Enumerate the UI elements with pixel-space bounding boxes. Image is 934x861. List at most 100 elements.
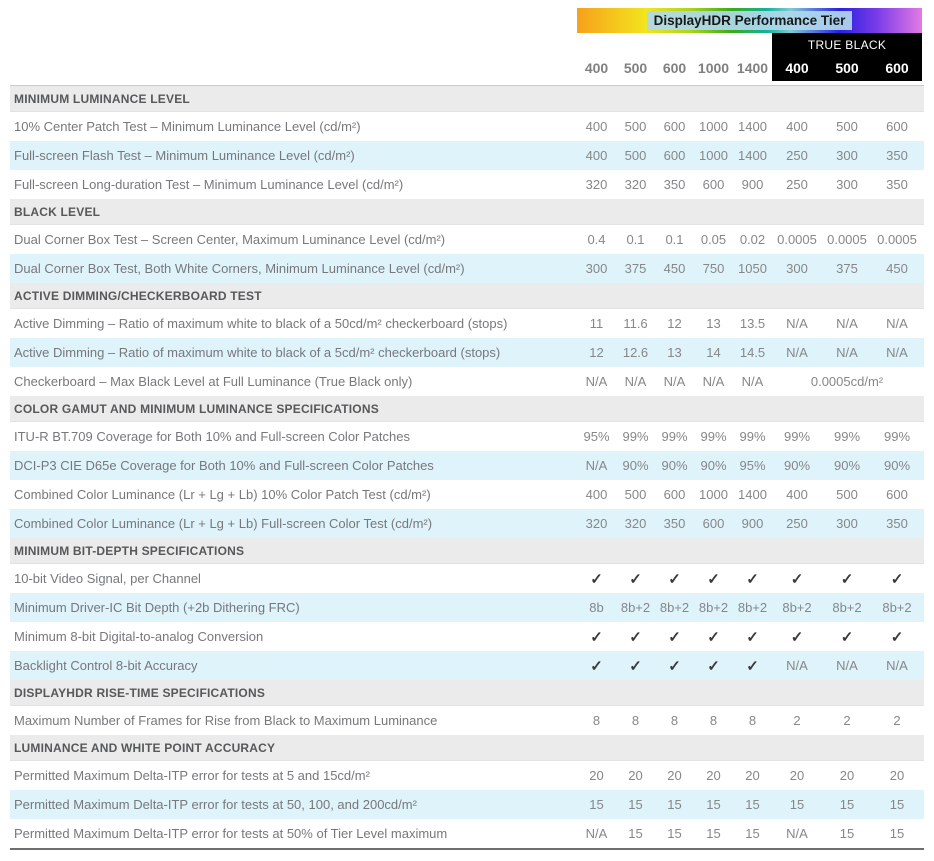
check-icon: ✓: [629, 570, 642, 588]
spec-value: 15: [706, 797, 721, 812]
spec-value: 99%: [622, 429, 649, 444]
spec-row: Permitted Maximum Delta-ITP error for te…: [10, 790, 924, 819]
spec-value: 2: [893, 713, 901, 728]
spec-value: 1400: [738, 148, 767, 163]
spec-value: N/A: [624, 374, 647, 389]
spec-value: 350: [886, 177, 908, 192]
spec-value: 8: [748, 713, 757, 728]
spec-value: 90%: [700, 458, 727, 473]
tier-column-500: 500: [623, 60, 648, 76]
tier-column-1400: 1400: [736, 60, 769, 76]
spec-value: 375: [836, 261, 858, 276]
spec-value: 20: [789, 768, 805, 783]
spec-value: 0.05: [700, 232, 727, 247]
spec-value: 0.0005: [777, 232, 817, 247]
spec-value: 20: [745, 768, 760, 783]
spec-table: MINIMUM LUMINANCE LEVEL 10% Center Patch …: [10, 85, 924, 850]
spec-value: 450: [886, 261, 908, 276]
spec-value: 8b+2: [698, 600, 729, 615]
check-icon: ✓: [629, 657, 642, 675]
spec-value: 350: [886, 148, 908, 163]
spec-value: 350: [663, 177, 686, 192]
spec-value: 8b+2: [659, 600, 690, 615]
spec-value: 99%: [700, 429, 727, 444]
spec-value: 320: [585, 177, 608, 192]
table-header: DisplayHDR Performance Tier TRUE BLACK 4…: [0, 0, 934, 85]
spec-value: 13: [667, 345, 682, 360]
spec-value: N/A: [786, 345, 808, 360]
spec-value: 8: [592, 713, 601, 728]
spec-value: 600: [886, 119, 908, 134]
spec-value: 15: [839, 797, 855, 812]
spec-value: 15: [745, 826, 760, 841]
spec-value: 15: [589, 797, 604, 812]
spec-value: 8: [631, 713, 640, 728]
tier-column-1000: 1000: [697, 60, 730, 76]
spec-value: 90%: [883, 458, 911, 473]
spec-value: 90%: [833, 458, 861, 473]
spec-value: 15: [628, 826, 643, 841]
tier-column-600: 600: [662, 60, 687, 76]
spec-value: 15: [889, 797, 905, 812]
spec-value: 0.0005: [827, 232, 867, 247]
spec-value: 90%: [661, 458, 688, 473]
spec-value: 1400: [738, 119, 767, 134]
check-icon: ✓: [746, 657, 759, 675]
spec-value: 90%: [783, 458, 811, 473]
spec-value: 0.4: [587, 232, 606, 247]
spec-row: ITU-R BT.709 Coverage for Both 10% and F…: [10, 422, 924, 451]
spec-value: 8b+2: [882, 600, 912, 615]
spec-value: 400: [585, 119, 608, 134]
spec-value: 13.5: [739, 316, 766, 331]
spec-value: 15: [889, 826, 905, 841]
spec-value: 1050: [738, 261, 767, 276]
section-header: MINIMUM LUMINANCE LEVEL: [10, 86, 924, 112]
spec-value: 300: [836, 516, 858, 531]
spec-label: Checkerboard – Max Black Level at Full L…: [14, 374, 413, 389]
spec-row: Combined Color Luminance (Lr + Lg + Lb) …: [10, 509, 924, 538]
spec-value: 900: [741, 516, 764, 531]
spec-value: 14: [706, 345, 721, 360]
spec-value: 15: [839, 826, 855, 841]
spec-value: 99%: [739, 429, 766, 444]
true-black-tier-column-400: 400: [785, 60, 809, 76]
spec-label: Permitted Maximum Delta-ITP error for te…: [14, 797, 417, 812]
tier-gradient-label: DisplayHDR Performance Tier: [646, 11, 853, 30]
spec-value: 12: [589, 345, 604, 360]
spec-value: 15: [628, 797, 643, 812]
spec-value: N/A: [886, 658, 908, 673]
spec-value: 400: [585, 487, 608, 502]
section-header: COLOR GAMUT AND MINIMUM LUMINANCE SPECIF…: [10, 396, 924, 422]
check-icon: ✓: [629, 628, 642, 646]
spec-label: DCI-P3 CIE D65e Coverage for Both 10% an…: [14, 458, 434, 473]
spec-value: 600: [663, 487, 686, 502]
spec-value: 15: [706, 826, 721, 841]
spec-value: 375: [624, 261, 647, 276]
spec-value: 320: [585, 516, 608, 531]
spec-row: Dual Corner Box Test, Both White Corners…: [10, 254, 924, 283]
check-icon: ✓: [790, 628, 804, 646]
spec-value: 20: [589, 768, 604, 783]
spec-value: 2: [843, 713, 851, 728]
check-icon: ✓: [890, 628, 904, 646]
spec-value: 14.5: [739, 345, 766, 360]
spec-value: 95%: [739, 458, 766, 473]
spec-value: 500: [836, 119, 858, 134]
spec-value: 8b: [589, 600, 604, 615]
spec-value: 400: [585, 148, 608, 163]
check-icon: ✓: [890, 570, 904, 588]
true-black-header-box: [772, 33, 922, 81]
spec-value: 8b+2: [832, 600, 862, 615]
spec-row: 10-bit Video Signal, per Channel ✓ ✓ ✓ ✓ ✓ ✓ ✓ ✓: [10, 564, 924, 593]
tier-column-400: 400: [584, 60, 609, 76]
spec-value: 500: [624, 119, 647, 134]
spec-value: 600: [886, 487, 908, 502]
spec-label: Full-screen Flash Test – Minimum Luminan…: [14, 148, 355, 163]
section-header: ACTIVE DIMMING/CHECKERBOARD TEST: [10, 283, 924, 309]
spec-value: 900: [741, 177, 764, 192]
spec-value: 300: [786, 261, 808, 276]
spec-value: N/A: [886, 316, 908, 331]
spec-value: N/A: [741, 374, 764, 389]
check-icon: ✓: [668, 628, 681, 646]
